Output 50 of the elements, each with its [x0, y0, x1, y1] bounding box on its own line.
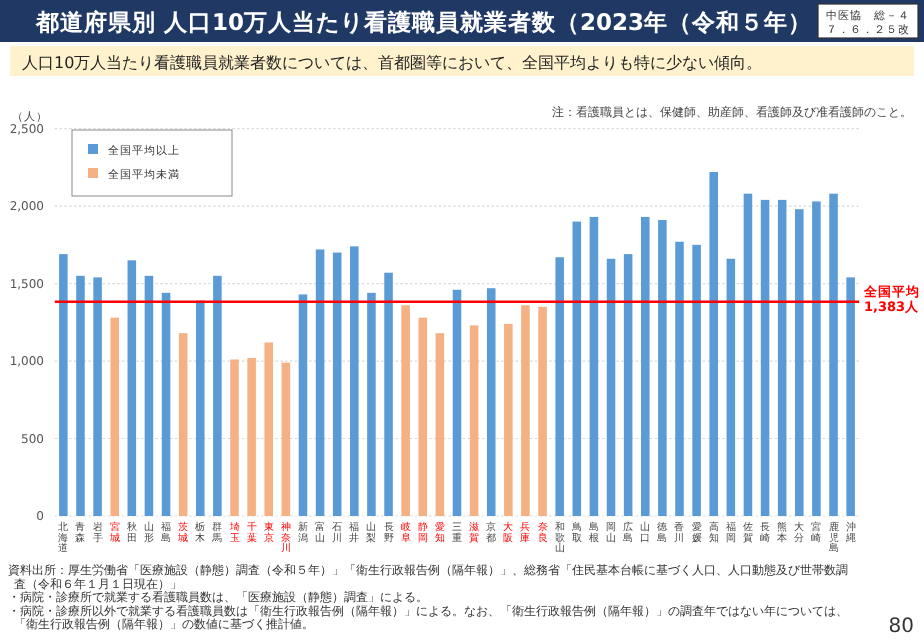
- chart-title: 都道府県別 人口10万人当たり看護職員就業者数（2023年（令和５年）: [33, 8, 812, 36]
- bar: [367, 292, 376, 516]
- chart-subtitle: 人口10万人当たり看護職員就業者数については、首都圏等において、全国平均よりも特に少ない傾向。: [22, 54, 763, 72]
- bar: [675, 241, 684, 516]
- text: 80: [888, 616, 914, 638]
- bar: [435, 333, 445, 516]
- bar: [486, 288, 496, 516]
- bar: [196, 300, 205, 516]
- bar: [298, 294, 308, 516]
- bar: [469, 325, 479, 516]
- bar: [144, 275, 154, 516]
- bar: [521, 305, 530, 516]
- bar: [264, 342, 274, 516]
- bar: [555, 257, 564, 516]
- bar: [538, 306, 547, 516]
- bar: [623, 254, 633, 516]
- bar: [572, 221, 582, 516]
- bar: [350, 246, 359, 516]
- bar: [59, 254, 68, 516]
- bar: [315, 249, 325, 516]
- bar: [76, 275, 85, 516]
- bar: [795, 209, 804, 516]
- bar: [743, 193, 753, 516]
- bar: [589, 216, 599, 516]
- bar: [230, 359, 239, 516]
- bar: [178, 333, 188, 516]
- bar: [777, 199, 787, 516]
- bar: [452, 289, 462, 516]
- bar: [213, 275, 222, 516]
- bar: [726, 258, 736, 516]
- bar: [110, 317, 119, 516]
- bar: [606, 258, 616, 516]
- bar: [247, 357, 256, 516]
- bar: [760, 199, 770, 516]
- bar: [418, 317, 428, 516]
- bar: [332, 252, 342, 516]
- bar: [281, 362, 291, 516]
- bar: [846, 277, 855, 516]
- bar: [127, 260, 137, 516]
- bar: [504, 323, 513, 516]
- bar: [658, 220, 667, 516]
- bar: [829, 193, 838, 516]
- bar: [93, 277, 102, 516]
- bar: [384, 272, 393, 516]
- bar: [812, 201, 821, 516]
- bar: [161, 292, 171, 516]
- bar: [640, 216, 650, 516]
- bar: [401, 305, 410, 516]
- bar: [692, 244, 701, 516]
- bar: [709, 171, 718, 516]
